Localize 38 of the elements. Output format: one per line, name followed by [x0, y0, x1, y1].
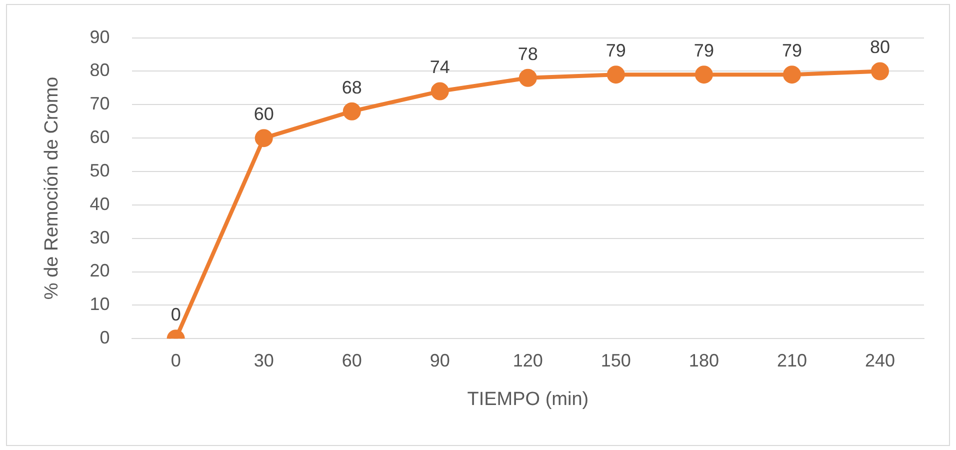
y-tick-label: 50	[90, 160, 110, 180]
point	[430, 82, 449, 100]
x-tick-label: 120	[512, 350, 543, 370]
x-tick-label: 240	[864, 350, 896, 370]
x-tick-label: 90	[430, 350, 450, 370]
data-label: 74	[430, 57, 450, 78]
y-tick-label: 10	[90, 294, 110, 314]
data-label: 79	[694, 40, 714, 61]
x-tick-label: 0	[170, 350, 181, 370]
point	[870, 62, 889, 80]
y-tick-label: 0	[100, 328, 110, 348]
y-tick-label: 40	[90, 194, 110, 214]
y-tick-label: 70	[90, 94, 110, 114]
data-label: 79	[782, 40, 802, 61]
x-axis-title: TIEMPO (min)	[467, 388, 589, 410]
data-label: 60	[254, 104, 274, 124]
y-axis-title: % de Remoción de Cromo	[42, 76, 63, 300]
y-tick-label: 30	[90, 227, 110, 248]
y-tick-label: 60	[90, 127, 110, 148]
point	[694, 66, 713, 84]
point	[254, 129, 273, 148]
data-label: 79	[606, 40, 626, 61]
y-tick-label: 80	[90, 60, 110, 80]
data-label: 78	[518, 44, 538, 64]
x-tick-label: 210	[776, 350, 807, 370]
point	[782, 66, 801, 84]
point	[342, 102, 361, 120]
point	[518, 68, 537, 87]
x-tick-label: 150	[600, 350, 631, 370]
data-label: 80	[870, 37, 890, 58]
data-label: 68	[342, 77, 362, 98]
data-label: 0	[170, 304, 181, 325]
point	[606, 66, 625, 84]
y-tick-label: 90	[90, 26, 110, 47]
y-tick-label: 20	[90, 260, 110, 281]
x-tick-label: 180	[688, 350, 719, 370]
x-tick-label: 30	[254, 350, 274, 370]
x-tick-label: 60	[342, 350, 362, 370]
